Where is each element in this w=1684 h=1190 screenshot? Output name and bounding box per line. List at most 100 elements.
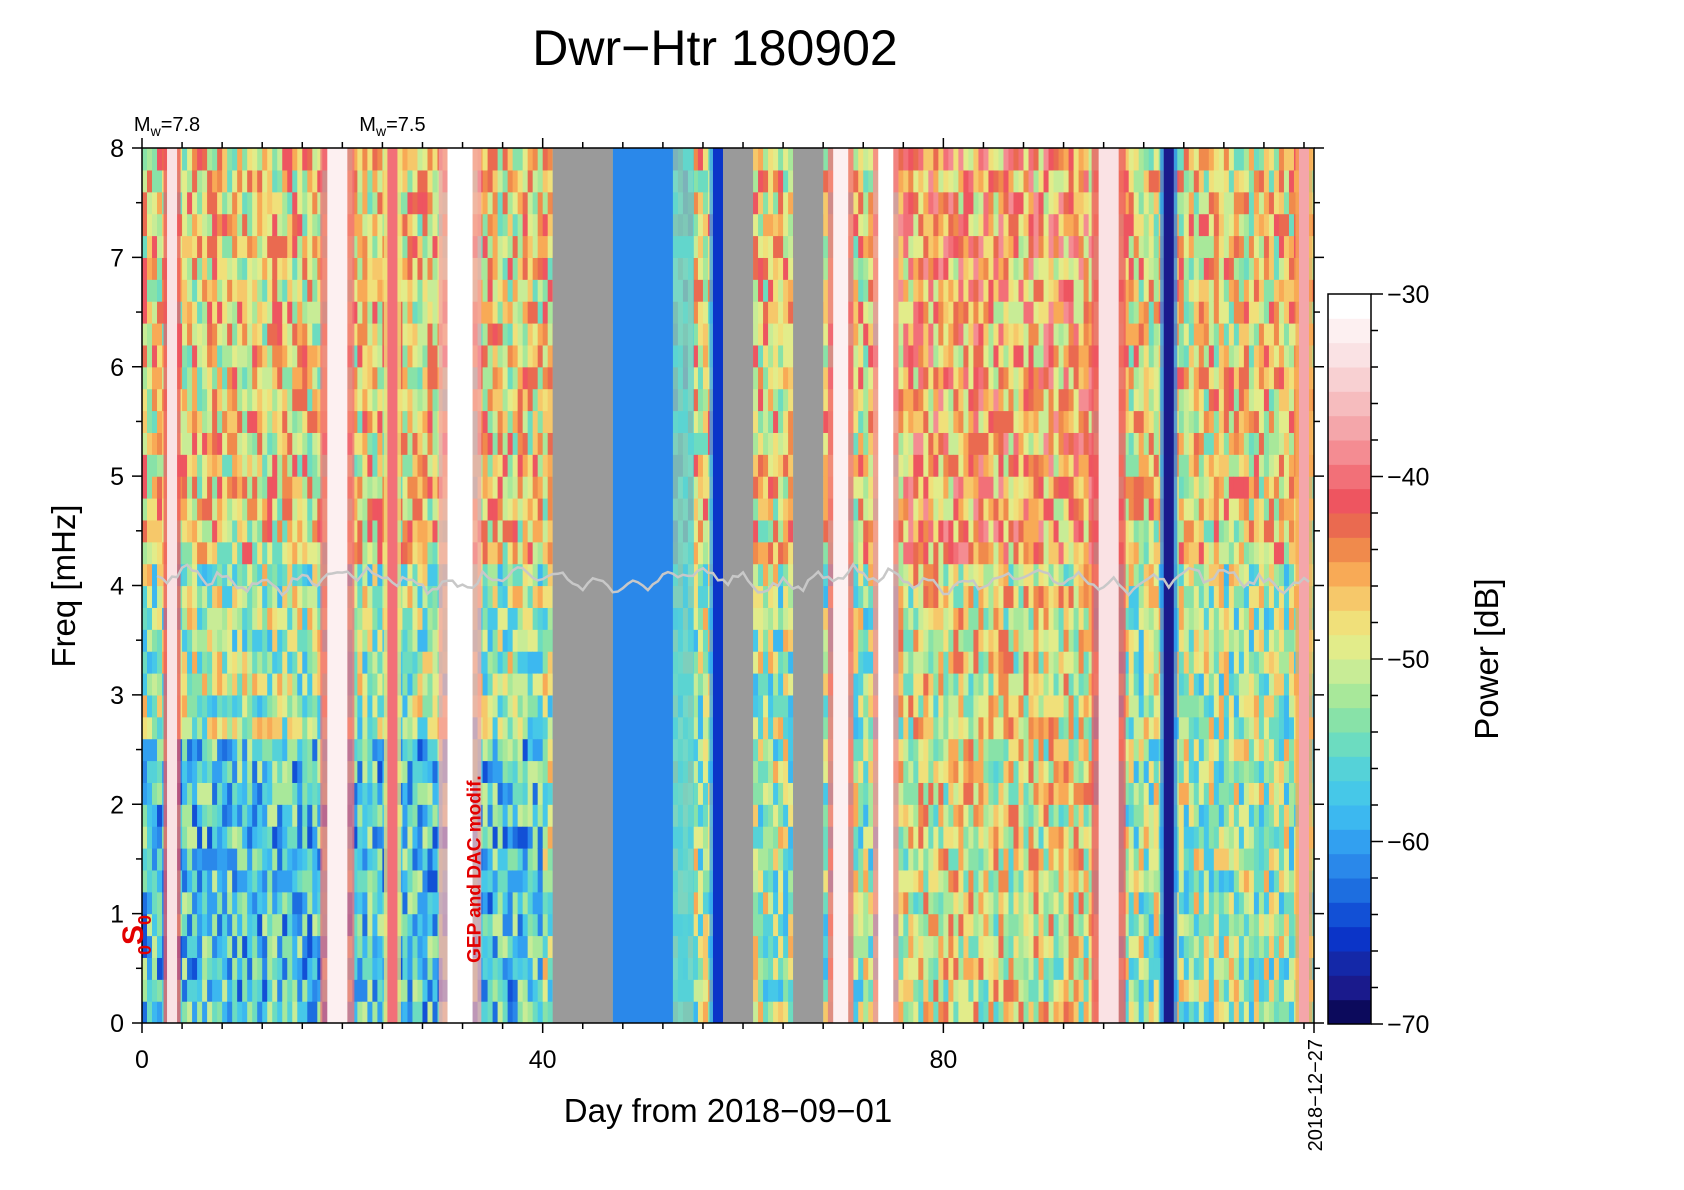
spectrogram-cell xyxy=(372,279,379,302)
spectrogram-cell xyxy=(527,498,534,521)
spectrogram-cell xyxy=(547,913,554,937)
spectrogram-cell xyxy=(187,279,193,302)
spectrogram-cell xyxy=(307,738,313,762)
spectrogram-cell xyxy=(252,257,258,280)
spectrogram-cell xyxy=(242,366,248,390)
spectrogram-cell xyxy=(407,257,414,280)
spectrogram-cell xyxy=(497,191,504,215)
spectrogram-cell xyxy=(497,366,504,390)
spectrogram-cell xyxy=(402,235,409,258)
spectrogram-cell xyxy=(262,607,268,630)
spectrogram-cell xyxy=(252,848,258,871)
spectrogram-cell xyxy=(352,629,358,652)
spectrogram-cell xyxy=(542,301,549,324)
spectrogram-cell xyxy=(302,891,308,915)
spectrogram-cell xyxy=(482,760,489,783)
spectrogram-cell xyxy=(412,344,419,368)
spectrogram-cell xyxy=(537,257,544,280)
spectrogram-cell xyxy=(482,191,489,215)
spectrogram-cell xyxy=(232,716,238,740)
spectrogram-cell xyxy=(692,891,699,915)
spectrogram-cell xyxy=(277,891,283,915)
spectrogram-cell xyxy=(217,235,223,258)
spectrogram-cell xyxy=(207,826,213,849)
spectrogram-cell xyxy=(487,760,494,783)
spectrogram-cell xyxy=(272,432,278,455)
spectrogram-cell xyxy=(427,519,434,543)
spectrogram-cell xyxy=(412,235,419,258)
spectrogram-cell xyxy=(152,410,158,433)
spectrogram-cell xyxy=(222,979,228,1002)
spectrogram-cell xyxy=(482,1001,489,1023)
spectrogram-cell xyxy=(272,957,278,980)
spectrogram-cell xyxy=(272,979,278,1002)
spectrogram-cell xyxy=(402,826,409,849)
spectrogram-cell xyxy=(182,760,188,783)
spectrogram-cell xyxy=(237,716,243,740)
spectrogram-cell xyxy=(522,607,529,630)
spectrogram-cell xyxy=(292,148,298,171)
spectrogram-cell xyxy=(527,629,534,652)
spectrogram-cell xyxy=(307,891,313,915)
spectrogram-cell xyxy=(753,301,759,324)
spectrogram-cell xyxy=(492,519,499,543)
spectrogram-cell xyxy=(487,169,494,193)
spectrogram-cell xyxy=(532,738,539,762)
spectrogram-cell xyxy=(227,323,233,346)
spectrogram-cell xyxy=(192,323,198,346)
spectrogram-cell xyxy=(222,323,228,346)
spectrogram-cell xyxy=(257,716,263,740)
spectrogram-cell xyxy=(422,957,429,980)
spectrogram-cell xyxy=(232,629,238,652)
spectrogram-cell xyxy=(758,323,764,346)
spectrogram-cell xyxy=(377,301,384,324)
spectrogram-cell xyxy=(212,235,218,258)
spectrogram-cell xyxy=(267,454,273,477)
spectrogram-cell xyxy=(412,716,419,740)
spectrogram-cell xyxy=(532,344,539,368)
spectrogram-cell xyxy=(187,301,193,324)
spectrogram-cell xyxy=(197,957,203,980)
spectrogram-cell xyxy=(417,235,424,258)
spectrogram-cell xyxy=(412,388,419,412)
spectrogram-cell xyxy=(187,826,193,849)
spectrogram-cell xyxy=(157,804,163,827)
spectrogram-cell xyxy=(187,979,193,1002)
spectrogram-cell xyxy=(242,826,248,849)
spectrogram-cell xyxy=(497,563,504,587)
spectrogram-cell xyxy=(272,235,278,258)
spectrogram-cell xyxy=(147,891,153,915)
spectrogram-cell xyxy=(232,848,238,871)
spectrogram-cell xyxy=(362,519,368,543)
spectrogram-cell xyxy=(157,848,163,871)
spectrogram-cell xyxy=(362,716,368,740)
spectrogram-cell xyxy=(152,301,158,324)
spectrogram-cell xyxy=(317,738,323,762)
spectrogram-cell xyxy=(282,716,288,740)
spectrogram-cell xyxy=(362,323,368,346)
spectrogram-cell xyxy=(402,979,409,1002)
spectrogram-cell xyxy=(297,913,303,937)
spectrogram-cell xyxy=(207,388,213,412)
spectrogram-cell xyxy=(157,935,163,958)
spectrogram-cell xyxy=(187,1001,193,1023)
spectrogram-cell xyxy=(242,651,248,674)
spectrogram-cell xyxy=(507,957,514,980)
spectrogram-cell xyxy=(227,782,233,805)
spectrogram-cell xyxy=(517,760,524,783)
spectrogram-cell xyxy=(182,366,188,390)
spectrogram-cell xyxy=(237,366,243,390)
spectrogram-cell xyxy=(227,607,233,630)
spectrogram-cell xyxy=(422,388,429,412)
spectrogram-cell xyxy=(187,191,193,215)
spectrogram-cell xyxy=(427,323,434,346)
spectrogram-cell xyxy=(697,388,704,412)
spectrogram-cell xyxy=(537,213,544,237)
spectrogram-cell xyxy=(277,498,283,521)
spectrogram-cell xyxy=(753,213,759,237)
spectrogram-cell xyxy=(357,979,363,1002)
spectrogram-cell xyxy=(242,344,248,368)
spectrogram-cell xyxy=(487,301,494,324)
spectrogram-cell xyxy=(142,673,148,696)
spectrogram-cell xyxy=(417,957,424,980)
